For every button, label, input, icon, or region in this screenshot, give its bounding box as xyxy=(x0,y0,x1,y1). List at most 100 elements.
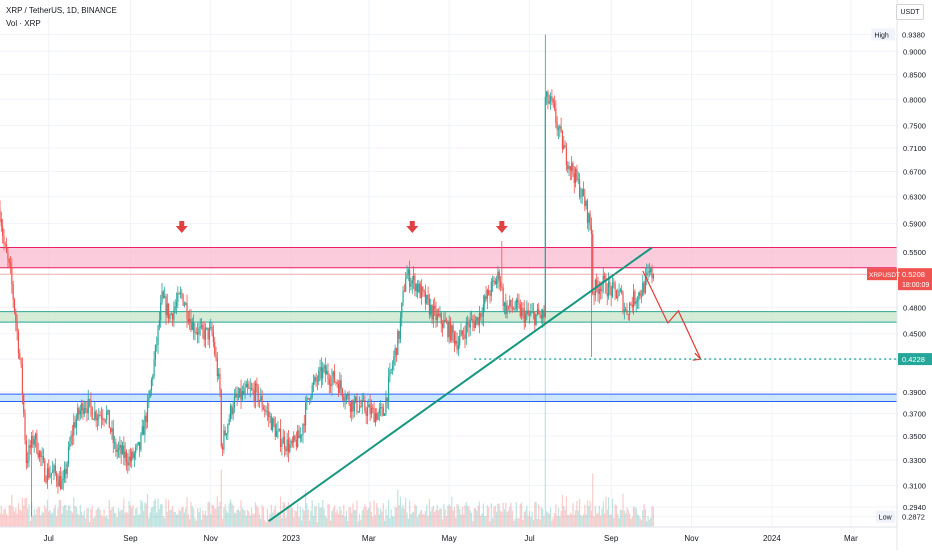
candle-body[interactable] xyxy=(19,353,21,359)
candle-body[interactable] xyxy=(540,314,542,319)
candle-body[interactable] xyxy=(12,284,14,300)
candle-body[interactable] xyxy=(5,244,8,253)
candle-body[interactable] xyxy=(77,408,79,420)
candle-body[interactable] xyxy=(542,310,544,319)
candle-body[interactable] xyxy=(260,396,262,401)
candle-body[interactable] xyxy=(627,314,629,316)
candle-body[interactable] xyxy=(243,391,245,394)
candle-body[interactable] xyxy=(182,294,184,306)
candle-body[interactable] xyxy=(266,410,268,412)
candle-body[interactable] xyxy=(469,319,471,328)
candle-body[interactable] xyxy=(157,325,159,345)
candle-body[interactable] xyxy=(62,478,64,481)
candle-body[interactable] xyxy=(527,310,529,315)
candle-body[interactable] xyxy=(449,321,452,341)
candle-body[interactable] xyxy=(236,393,238,398)
candle-body[interactable] xyxy=(422,286,424,291)
candle-body[interactable] xyxy=(619,289,621,291)
candle-body[interactable] xyxy=(492,280,494,282)
candle-body[interactable] xyxy=(235,393,237,397)
candle-body[interactable] xyxy=(4,243,6,245)
candle-body[interactable] xyxy=(563,145,565,150)
candle-body[interactable] xyxy=(33,439,35,445)
candle-body[interactable] xyxy=(63,469,66,479)
candle-body[interactable] xyxy=(398,331,400,339)
candle-body[interactable] xyxy=(484,295,486,305)
candle-body[interactable] xyxy=(315,377,317,381)
candle-body[interactable] xyxy=(0,219,2,227)
candle-body[interactable] xyxy=(215,354,217,359)
candle-body[interactable] xyxy=(365,410,367,416)
candle-body[interactable] xyxy=(304,403,307,426)
candle-body[interactable] xyxy=(123,445,125,458)
candle-body[interactable] xyxy=(603,275,606,278)
candle-body[interactable] xyxy=(394,348,396,357)
candle-body[interactable] xyxy=(610,286,612,297)
candle-body[interactable] xyxy=(652,274,654,279)
candle-body[interactable] xyxy=(200,325,203,327)
candle-body[interactable] xyxy=(36,433,38,453)
candle-body[interactable] xyxy=(46,468,49,482)
candle-body[interactable] xyxy=(341,388,344,397)
candle-body[interactable] xyxy=(108,410,110,429)
candle-body[interactable] xyxy=(79,410,81,415)
candle-body[interactable] xyxy=(264,409,266,411)
candle-body[interactable] xyxy=(186,303,188,319)
candle-body[interactable] xyxy=(8,259,10,263)
candle-body[interactable] xyxy=(345,395,348,400)
candle-body[interactable] xyxy=(651,268,653,279)
candle-body[interactable] xyxy=(225,433,228,436)
candle-body[interactable] xyxy=(559,126,561,129)
candle-body[interactable] xyxy=(497,271,499,280)
candle-body[interactable] xyxy=(99,414,101,416)
candle-body[interactable] xyxy=(506,305,508,314)
candle-body[interactable] xyxy=(326,370,328,375)
candle-body[interactable] xyxy=(630,303,632,305)
candle-body[interactable] xyxy=(146,400,149,422)
candle-body[interactable] xyxy=(605,277,607,294)
candle-body[interactable] xyxy=(423,290,425,293)
candle-body[interactable] xyxy=(431,305,433,320)
candle-body[interactable] xyxy=(378,408,380,413)
candle-body[interactable] xyxy=(162,291,164,298)
candle-body[interactable] xyxy=(511,307,513,309)
candle-body[interactable] xyxy=(530,312,532,315)
candle-body[interactable] xyxy=(534,312,536,325)
candle-body[interactable] xyxy=(136,444,138,448)
candle-body[interactable] xyxy=(402,290,404,303)
candle-body[interactable] xyxy=(75,419,77,428)
candle-body[interactable] xyxy=(395,348,398,355)
candle-body[interactable] xyxy=(451,325,453,341)
candle-body[interactable] xyxy=(249,388,251,390)
candle-body[interactable] xyxy=(23,394,25,414)
candle-body[interactable] xyxy=(399,318,402,339)
candle-body[interactable] xyxy=(626,309,628,315)
candle-body[interactable] xyxy=(41,456,43,457)
candle-body[interactable] xyxy=(461,330,463,335)
candle-body[interactable] xyxy=(573,173,575,183)
candle-body[interactable] xyxy=(323,365,325,368)
candle-body[interactable] xyxy=(69,444,71,447)
candle-body[interactable] xyxy=(216,358,218,377)
candle-body[interactable] xyxy=(3,235,5,244)
candle-body[interactable] xyxy=(232,408,234,415)
candle-body[interactable] xyxy=(190,318,192,330)
candle-body[interactable] xyxy=(639,292,641,296)
candle-body[interactable] xyxy=(518,302,520,305)
candle-body[interactable] xyxy=(131,451,133,462)
candle-body[interactable] xyxy=(381,406,383,408)
candle-body[interactable] xyxy=(124,451,126,458)
candle-body[interactable] xyxy=(58,476,60,487)
candle-body[interactable] xyxy=(100,415,103,419)
candle-body[interactable] xyxy=(597,286,599,294)
candle-body[interactable] xyxy=(27,460,29,464)
candle-body[interactable] xyxy=(440,313,442,324)
candle-body[interactable] xyxy=(212,332,214,343)
candle-body[interactable] xyxy=(239,388,241,397)
candle-body[interactable] xyxy=(384,413,386,416)
candle-body[interactable] xyxy=(269,416,271,418)
candle-body[interactable] xyxy=(414,275,416,292)
candle-body[interactable] xyxy=(478,313,481,325)
candle-body[interactable] xyxy=(90,399,92,408)
candle-body[interactable] xyxy=(164,296,166,298)
